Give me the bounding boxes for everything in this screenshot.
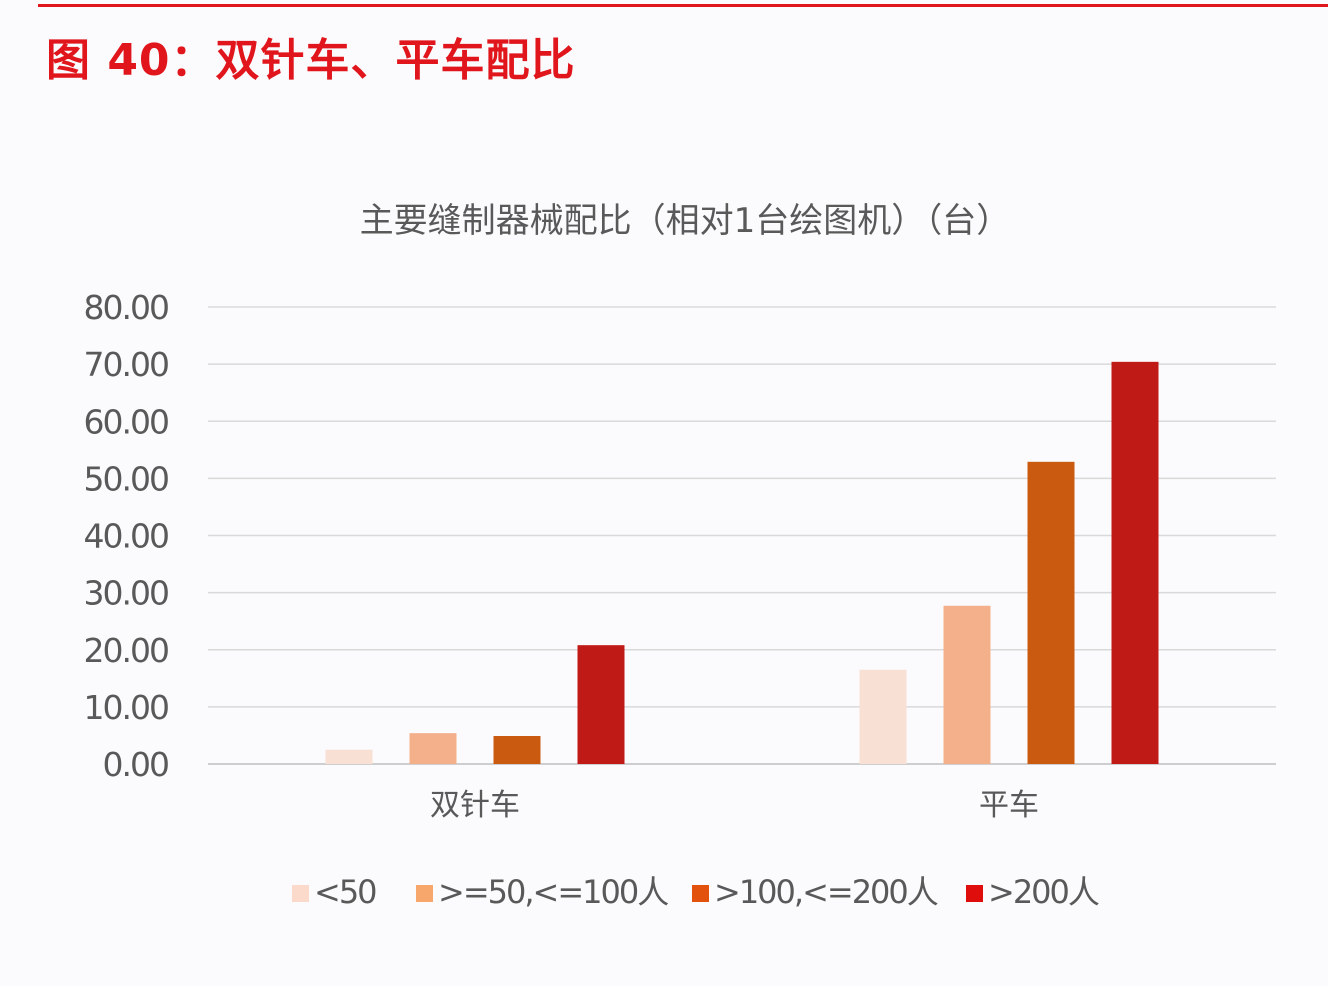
y-tick-label: 50.00 [84, 459, 168, 498]
bar [943, 605, 991, 764]
x-category-label: 平车 [979, 788, 1039, 823]
legend-swatch [292, 885, 309, 902]
y-tick-label: 20.00 [84, 631, 168, 670]
figure-title: 图 40：双针车、平车配比 [46, 35, 576, 86]
top-rule [38, 4, 1328, 7]
legend-label: <50 [314, 873, 376, 911]
bar [409, 733, 457, 764]
bar [1111, 361, 1159, 764]
y-tick-label: 70.00 [84, 345, 168, 384]
y-tick-label: 30.00 [84, 574, 168, 613]
bar [859, 669, 907, 764]
x-category-label: 双针车 [430, 788, 520, 823]
y-tick-label: 10.00 [84, 688, 168, 727]
legend-swatch [692, 885, 709, 902]
legend-label: >100,<=200人 [714, 873, 938, 911]
bar [493, 736, 541, 764]
bar [577, 645, 625, 764]
y-tick-label: 60.00 [84, 402, 168, 441]
chart-title: 主要缝制器械配比（相对1台绘图机）（台） [360, 201, 1011, 241]
y-tick-label: 0.00 [103, 745, 168, 784]
legend-label: >200人 [988, 873, 1099, 911]
y-tick-label: 40.00 [84, 517, 168, 556]
legend-label: >=50,<=100人 [438, 873, 668, 911]
legend-swatch [966, 885, 983, 902]
bar [1027, 461, 1075, 764]
legend-swatch [416, 885, 433, 902]
y-tick-label: 80.00 [84, 288, 168, 327]
bar [325, 749, 373, 764]
